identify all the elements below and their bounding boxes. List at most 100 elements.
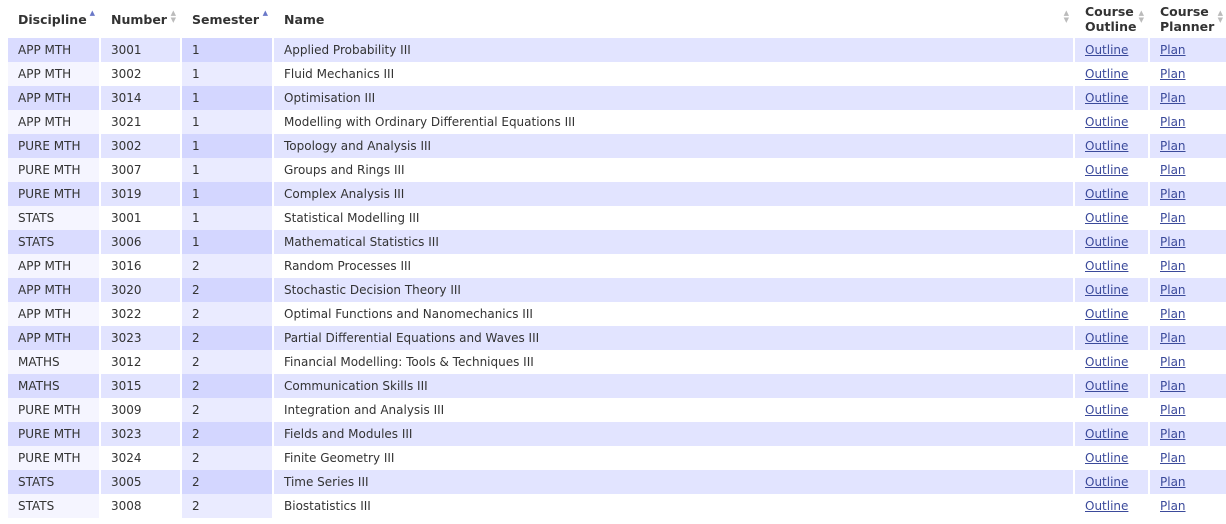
table-cell: APP MTH <box>8 86 99 110</box>
plan-link[interactable]: Plan <box>1160 115 1186 129</box>
table-cell: 3023 <box>101 422 180 446</box>
plan-link[interactable]: Plan <box>1160 235 1186 249</box>
table-cell: 1 <box>182 38 272 62</box>
plan-link[interactable]: Plan <box>1160 379 1186 393</box>
table-cell: 3006 <box>101 230 180 254</box>
outline-link[interactable]: Outline <box>1085 451 1129 465</box>
plan-link[interactable]: Plan <box>1160 187 1186 201</box>
table-cell: Outline <box>1075 470 1148 494</box>
outline-link[interactable]: Outline <box>1085 355 1129 369</box>
table-cell: Mathematical Statistics III <box>274 230 1073 254</box>
plan-link[interactable]: Plan <box>1160 259 1186 273</box>
plan-link[interactable]: Plan <box>1160 331 1186 345</box>
header-text: Discipline <box>18 11 87 27</box>
table-cell: Plan <box>1150 446 1226 470</box>
column-header[interactable]: Name ▲ ▼ <box>274 0 1073 38</box>
table-cell: STATS <box>8 230 99 254</box>
outline-link[interactable]: Outline <box>1085 499 1129 513</box>
column-header[interactable]: Number ▲ ▼ <box>101 0 180 38</box>
column-header[interactable]: Semester ▲ <box>182 0 272 38</box>
table-row: PURE MTH 3002 1 Topology and Analysis III Ou… <box>8 134 1226 158</box>
sort-icon: ▲ <box>262 9 268 17</box>
outline-link[interactable]: Outline <box>1085 115 1129 129</box>
table-cell: Plan <box>1150 494 1226 518</box>
table-cell: Outline <box>1075 110 1148 134</box>
plan-link[interactable]: Plan <box>1160 499 1186 513</box>
table-cell: PURE MTH <box>8 134 99 158</box>
table-cell: 2 <box>182 374 272 398</box>
outline-link[interactable]: Outline <box>1085 67 1129 81</box>
outline-link[interactable]: Outline <box>1085 283 1129 297</box>
table-cell: Integration and Analysis III <box>274 398 1073 422</box>
column-header[interactable]: Discipline ▲ <box>8 0 99 38</box>
table-cell: Outline <box>1075 134 1148 158</box>
table-cell: APP MTH <box>8 254 99 278</box>
table-cell: 3002 <box>101 134 180 158</box>
table-cell: Financial Modelling: Tools & Techniques … <box>274 350 1073 374</box>
table-cell: 3015 <box>101 374 180 398</box>
outline-link[interactable]: Outline <box>1085 91 1129 105</box>
outline-link[interactable]: Outline <box>1085 331 1129 345</box>
table-cell: Plan <box>1150 182 1226 206</box>
plan-link[interactable]: Plan <box>1160 307 1186 321</box>
table-cell: Plan <box>1150 326 1226 350</box>
outline-link[interactable]: Outline <box>1085 187 1129 201</box>
table-row: APP MTH 3022 2 Optimal Functions and Nanome… <box>8 302 1226 326</box>
table-cell: Stochastic Decision Theory III <box>274 278 1073 302</box>
table-cell: Plan <box>1150 398 1226 422</box>
plan-link[interactable]: Plan <box>1160 427 1186 441</box>
outline-link[interactable]: Outline <box>1085 43 1129 57</box>
outline-link[interactable]: Outline <box>1085 403 1129 417</box>
table-cell: Statistical Modelling III <box>274 206 1073 230</box>
plan-link[interactable]: Plan <box>1160 163 1186 177</box>
table-cell: Outline <box>1075 398 1148 422</box>
header-text: Course Planner <box>1160 4 1215 34</box>
plan-link[interactable]: Plan <box>1160 139 1186 153</box>
table-cell: PURE MTH <box>8 182 99 206</box>
plan-link[interactable]: Plan <box>1160 403 1186 417</box>
outline-link[interactable]: Outline <box>1085 307 1129 321</box>
table-row: APP MTH 3002 1 Fluid Mechanics III Outline Pl… <box>8 62 1226 86</box>
plan-link[interactable]: Plan <box>1160 475 1186 489</box>
column-header[interactable]: Course Planner ▲ ▼ <box>1150 0 1226 38</box>
table-cell: 3024 <box>101 446 180 470</box>
plan-link[interactable]: Plan <box>1160 211 1186 225</box>
table-cell: Plan <box>1150 230 1226 254</box>
table-cell: 2 <box>182 446 272 470</box>
table-cell: Plan <box>1150 206 1226 230</box>
table-cell: Finite Geometry III <box>274 446 1073 470</box>
table-row: APP MTH 3016 2 Random Processes III Outline P… <box>8 254 1226 278</box>
header-text: Name <box>284 11 325 27</box>
plan-link[interactable]: Plan <box>1160 451 1186 465</box>
table-cell: Modelling with Ordinary Differential Equ… <box>274 110 1073 134</box>
plan-link[interactable]: Plan <box>1160 67 1186 81</box>
plan-link[interactable]: Plan <box>1160 355 1186 369</box>
table-cell: Outline <box>1075 446 1148 470</box>
table-cell: 2 <box>182 422 272 446</box>
outline-link[interactable]: Outline <box>1085 475 1129 489</box>
outline-link[interactable]: Outline <box>1085 139 1129 153</box>
table-cell: Outline <box>1075 62 1148 86</box>
table-cell: Random Processes III <box>274 254 1073 278</box>
table-cell: Outline <box>1075 494 1148 518</box>
table-cell: PURE MTH <box>8 422 99 446</box>
column-header[interactable]: Course Outline ▲ ▼ <box>1075 0 1148 38</box>
table-cell: 3005 <box>101 470 180 494</box>
plan-link[interactable]: Plan <box>1160 43 1186 57</box>
outline-link[interactable]: Outline <box>1085 427 1129 441</box>
table-cell: Outline <box>1075 278 1148 302</box>
outline-link[interactable]: Outline <box>1085 211 1129 225</box>
plan-link[interactable]: Plan <box>1160 283 1186 297</box>
table-cell: 1 <box>182 230 272 254</box>
table-cell: 3021 <box>101 110 180 134</box>
outline-link[interactable]: Outline <box>1085 259 1129 273</box>
plan-link[interactable]: Plan <box>1160 91 1186 105</box>
table-cell: Applied Probability III <box>274 38 1073 62</box>
table-cell: APP MTH <box>8 110 99 134</box>
table-cell: 1 <box>182 182 272 206</box>
outline-link[interactable]: Outline <box>1085 163 1129 177</box>
outline-link[interactable]: Outline <box>1085 235 1129 249</box>
table-cell: Plan <box>1150 86 1226 110</box>
outline-link[interactable]: Outline <box>1085 379 1129 393</box>
table-cell: Partial Differential Equations and Waves… <box>274 326 1073 350</box>
